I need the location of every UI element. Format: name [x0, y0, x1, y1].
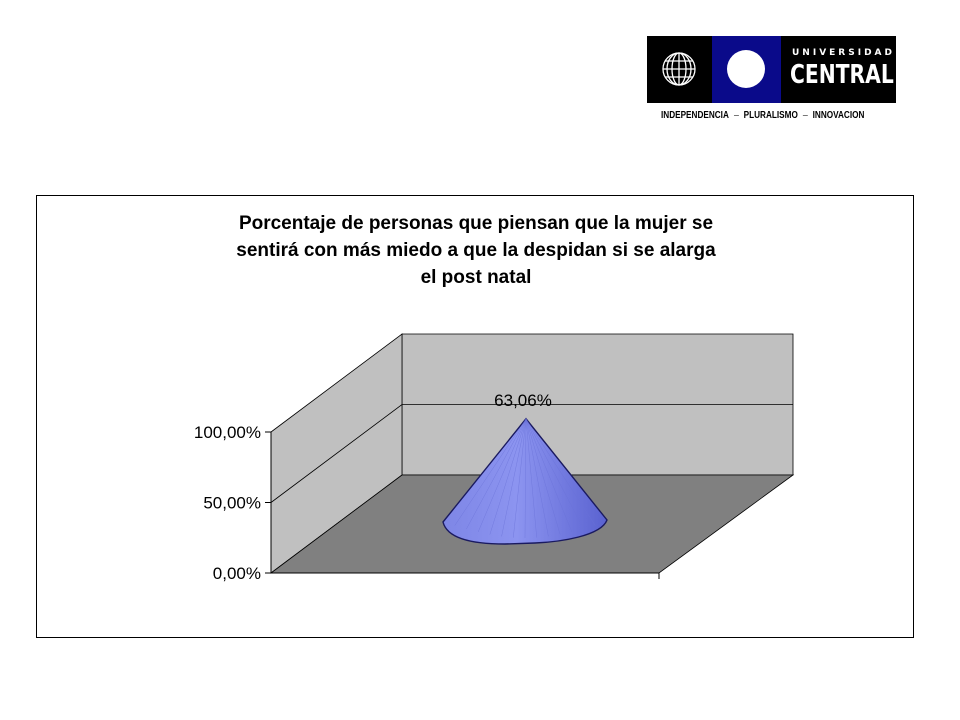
- y-tick-label: 0,00%: [213, 564, 261, 583]
- logo-circle: [727, 50, 765, 88]
- data-label: 63,06%: [494, 391, 552, 410]
- cone-facet: [454, 418, 527, 526]
- logo-name-main: CENTRAL: [790, 60, 894, 90]
- chart-title-line: sentirá con más miedo a que la despidan …: [236, 240, 716, 261]
- cone-bar: [442, 417, 608, 545]
- logo-circle-box: [712, 36, 781, 103]
- cone-facet: [525, 418, 549, 537]
- cone-facet: [524, 418, 527, 539]
- university-logo: UNIVERSIDAD CENTRAL INDEPENDENCIA PLURALI…: [647, 36, 896, 126]
- logo-tagline-item: INNOVACION: [812, 110, 865, 121]
- chart-title-line: Porcentaje de personas que piensan que l…: [238, 213, 714, 234]
- globe-icon: [662, 52, 696, 86]
- cone-facet: [513, 418, 527, 538]
- cone-facet: [525, 418, 584, 530]
- logo-tagline-item: PLURALISMO: [743, 110, 798, 121]
- logo-globe-box: [647, 36, 712, 103]
- chart-title: Porcentaje de personas que piensan que l…: [37, 210, 915, 291]
- y-tick-label: 50,00%: [203, 494, 261, 513]
- logo-tagline-item: INDEPENDENCIA: [661, 110, 729, 121]
- cone-facet: [477, 418, 527, 533]
- cone-facet: [525, 418, 561, 535]
- chart-plot: 0,00% 50,00% 100,00% 63,06%: [194, 333, 795, 583]
- logo-tagline: INDEPENDENCIA PLURALISMO INNOVACION: [661, 110, 864, 121]
- cone-facet: [466, 418, 527, 530]
- gridline: [270, 404, 793, 503]
- cone-facet: [525, 418, 596, 526]
- cone-facet: [489, 418, 527, 535]
- cone-facet: [525, 418, 573, 533]
- chart-title-line: el post natal: [420, 267, 532, 288]
- y-tick-label: 100,00%: [194, 423, 261, 442]
- cone-facet: [525, 418, 537, 538]
- cone-facet: [501, 418, 527, 537]
- logo-name-top: UNIVERSIDAD: [792, 48, 895, 58]
- chart-area: Porcentaje de personas que piensan que l…: [36, 195, 914, 638]
